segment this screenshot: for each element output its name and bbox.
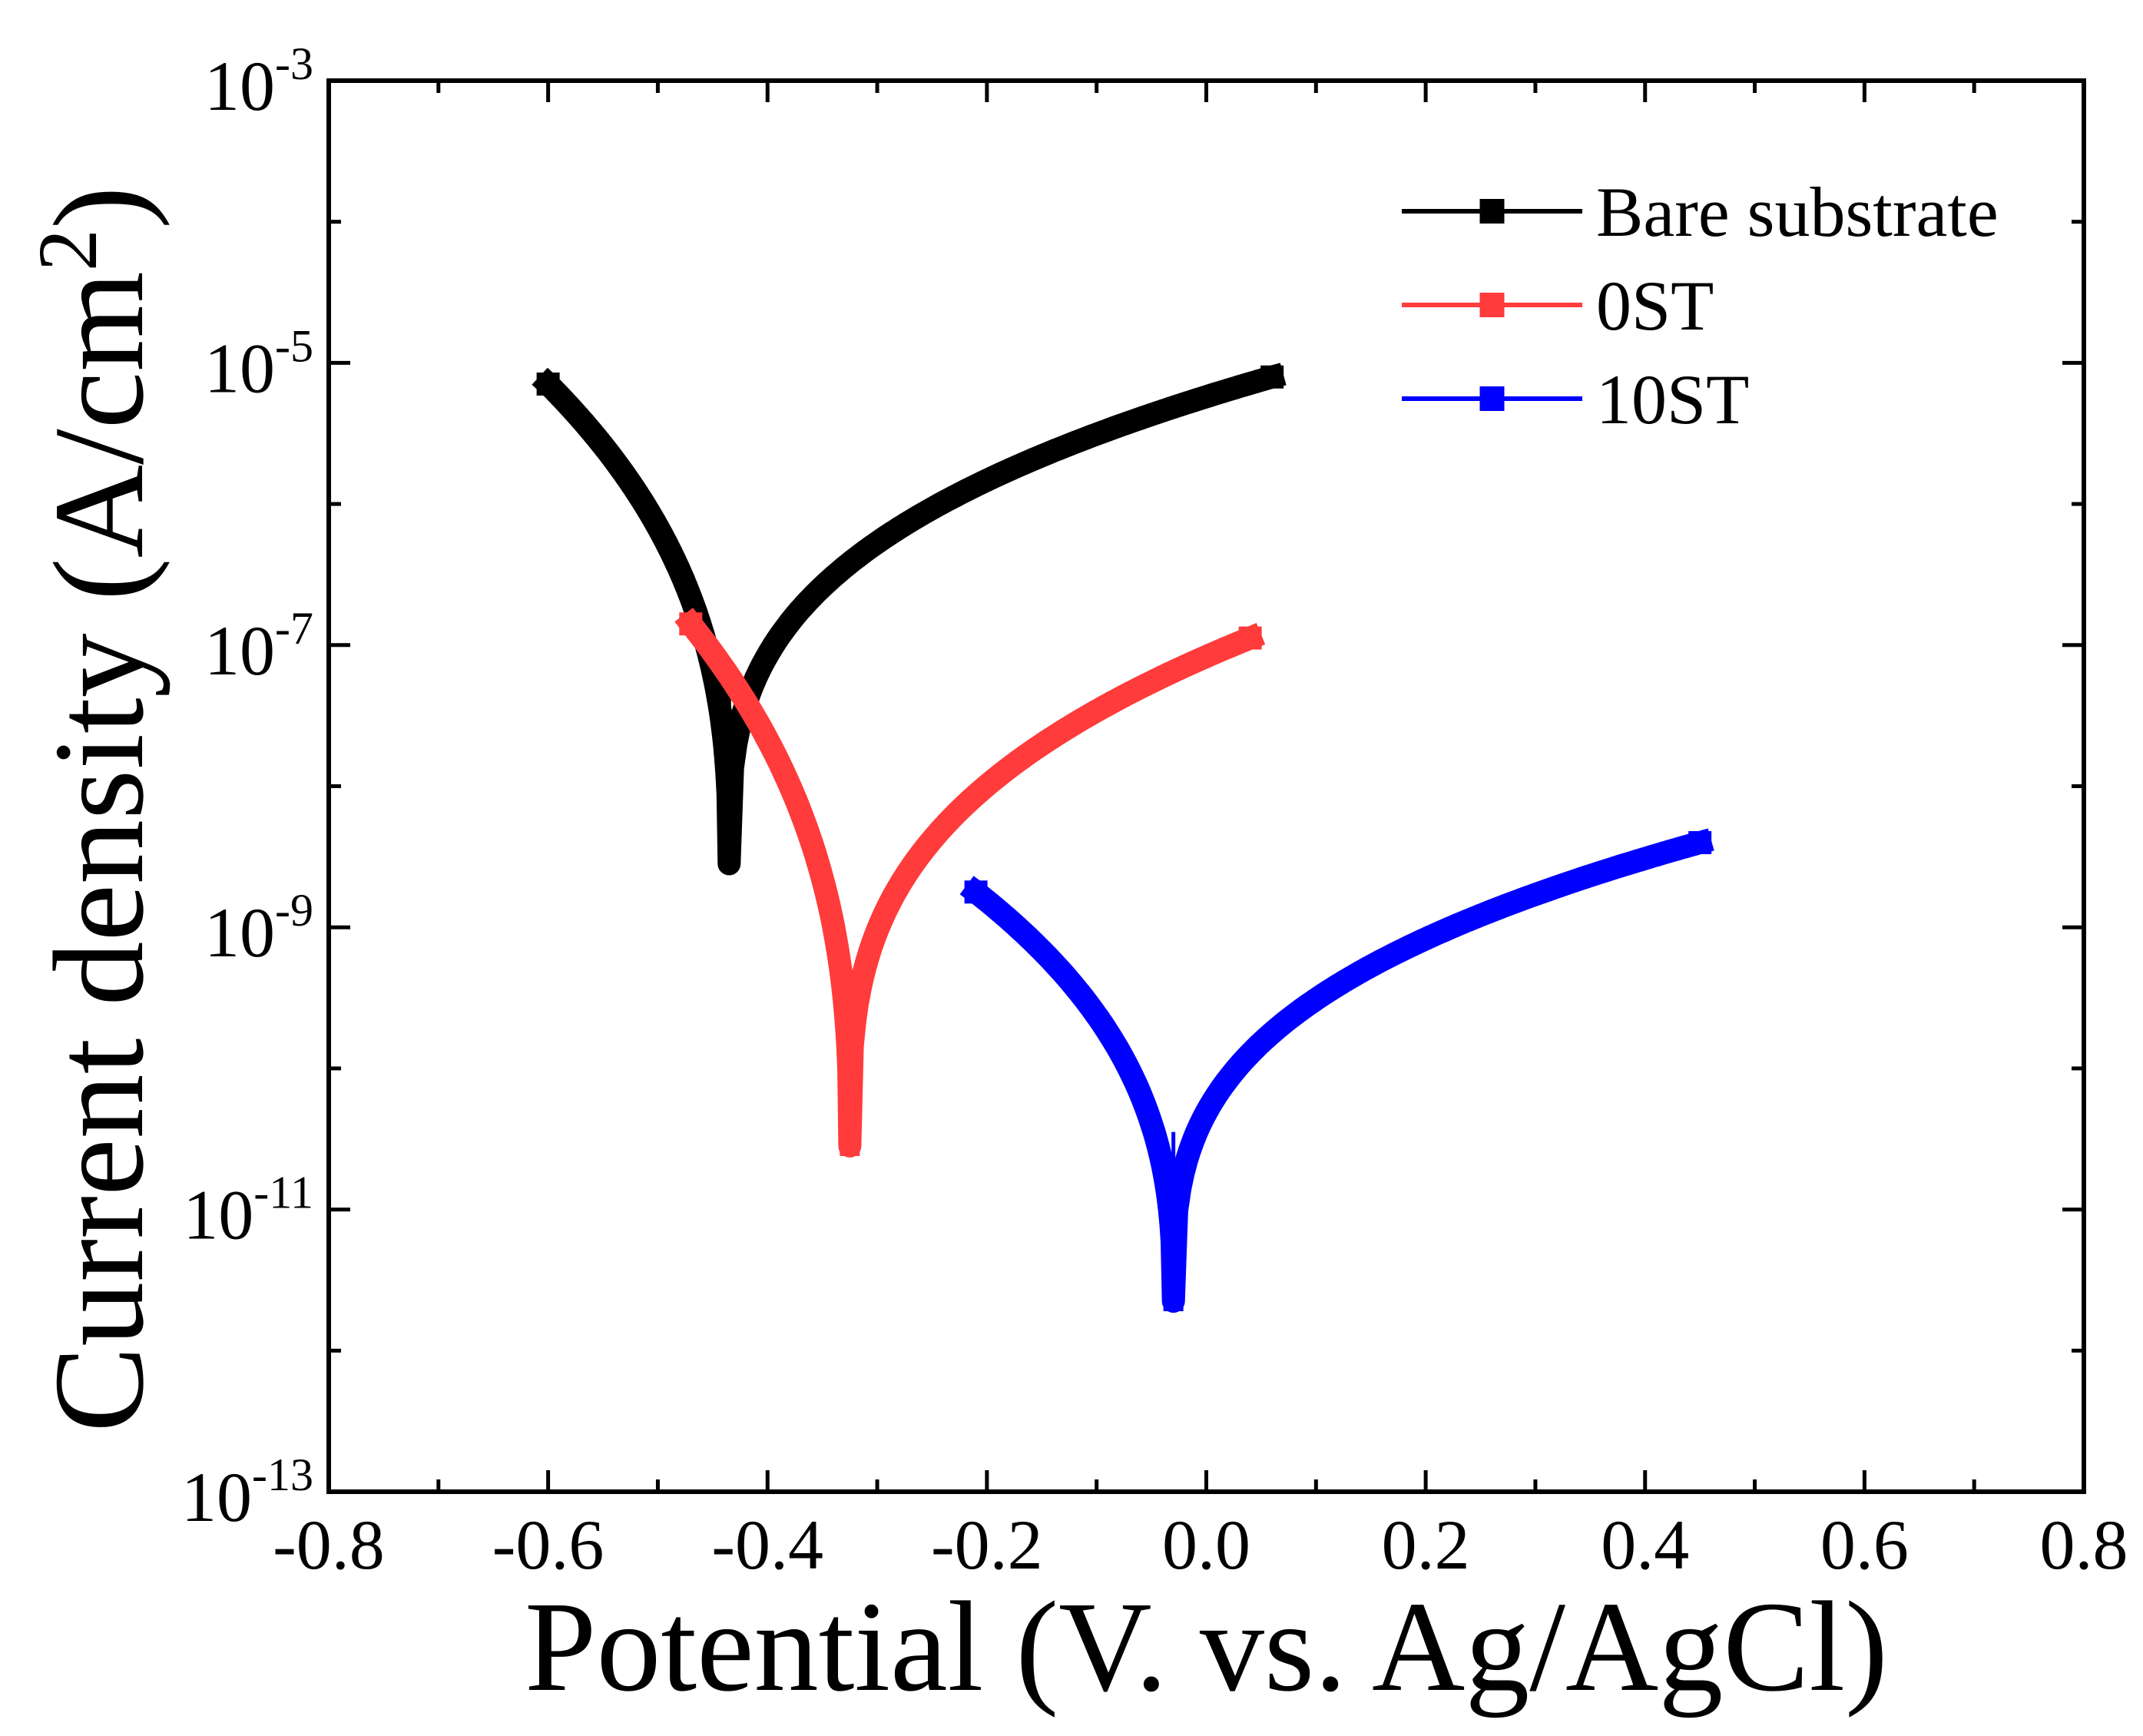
x-tick-label: 0.2 [1382,1506,1470,1584]
data-point [964,880,988,904]
y-tick-label: 10-3 [204,38,313,125]
x-tick-label: 0.6 [1820,1506,1909,1584]
data-point [1238,626,1262,650]
legend: Bare substrate 0ST 10ST [1402,173,1999,439]
data-point [1163,1291,1184,1312]
x-tick-label: -0.4 [711,1506,823,1584]
y-axis-title: Current density (A/cm2) [21,186,171,1433]
data-point [719,747,740,768]
x-tick-label: 0.0 [1162,1506,1250,1584]
legend-marker [1479,199,1505,224]
y-tick-label: 10-13 [181,1449,313,1536]
y-tick-label: 10-5 [204,320,313,407]
series-curve [959,828,1714,1313]
series-bare-substrate [532,363,1287,876]
x-tick-label: -0.8 [273,1506,385,1584]
legend-item: Bare substrate [1402,173,1999,251]
legend-item: 10ST [1402,360,1749,439]
axes-layer [326,78,2086,1494]
legend-marker [1479,293,1505,317]
series-0st [674,608,1266,1158]
legend-marker [1479,386,1505,411]
x-tick-label: 0.8 [2040,1506,2128,1584]
series-curve [532,363,1287,876]
y-tick-label: 10-7 [204,603,313,690]
legend-label: 0ST [1596,267,1714,345]
data-point [840,1135,860,1156]
plot-frame [326,78,2086,1494]
series-10st [959,828,1714,1313]
series-layer [532,363,1714,1313]
y-tick-label: 10-9 [204,885,313,972]
data-point [1688,830,1712,854]
x-tick-label: -0.6 [492,1506,604,1584]
data-point [840,988,860,1009]
legend-item: 0ST [1402,267,1714,345]
data-point [719,832,740,853]
x-tick-label: -0.2 [931,1506,1043,1584]
data-point [536,372,560,396]
data-point [1260,365,1284,389]
legend-label: Bare substrate [1596,173,1999,251]
data-point [679,612,703,636]
label-layer: -0.8 -0.6 -0.4 -0.2 0.0 0.2 0.4 0.6 0.8 10-3 10-5 1… [21,38,2128,1718]
data-point [1163,1213,1184,1234]
y-tick-label: 10-11 [183,1168,313,1254]
data-point [1163,1270,1184,1290]
x-axis-title: Potential (V. vs. Ag/AgCl) [525,1575,1888,1718]
legend-label: 10ST [1596,360,1749,439]
x-tick-label: 0.4 [1601,1506,1689,1584]
